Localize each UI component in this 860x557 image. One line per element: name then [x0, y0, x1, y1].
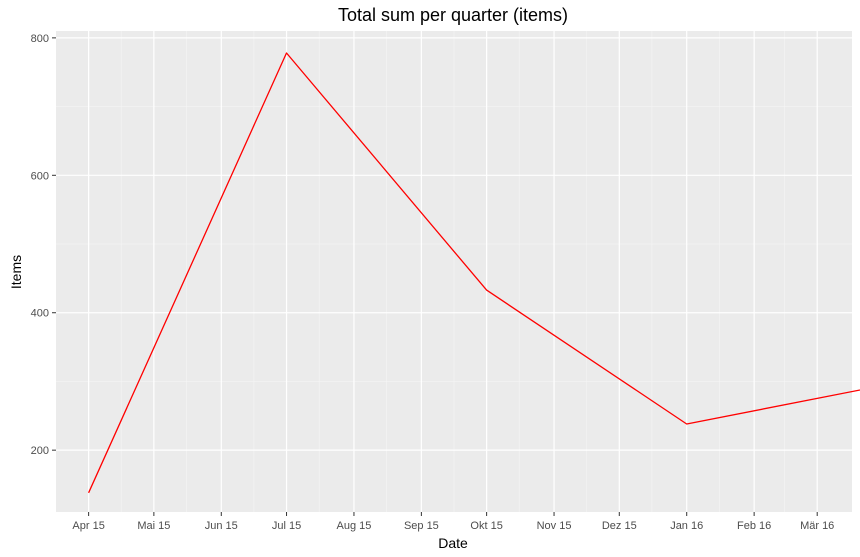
x-tick-label: Dez 15: [602, 520, 637, 532]
x-tick-label: Apr 15: [72, 520, 104, 532]
x-tick-label: Nov 15: [537, 520, 572, 532]
x-tick-label: Jul 15: [272, 520, 301, 532]
x-tick-label: Okt 15: [470, 520, 502, 532]
x-tick-label: Sep 15: [404, 520, 439, 532]
x-tick-label: Jun 15: [205, 520, 238, 532]
grid-lines: [56, 31, 852, 512]
series-layer: [88, 52, 860, 494]
x-tick-label: Mär 16: [800, 520, 834, 532]
y-tick-label: 200: [31, 445, 49, 457]
x-tick-label: Jan 16: [670, 520, 703, 532]
x-axis-title: Date: [438, 535, 468, 551]
series-line: [88, 52, 860, 494]
x-tick-label: Aug 15: [337, 520, 372, 532]
y-tick-label: 600: [31, 170, 49, 182]
y-axis-title: Items: [8, 255, 24, 289]
x-tick-label: Feb 16: [737, 520, 771, 532]
x-tick-label: Mai 15: [137, 520, 170, 532]
axis-layer: Apr 15 Mai 15 Jun 15 Jul 15 Aug 15 Sep 15 Okt …: [31, 33, 835, 532]
y-tick-label: 400: [31, 308, 49, 320]
y-tick-label: 800: [31, 33, 49, 45]
chart-title: Total sum per quarter (items): [338, 5, 568, 25]
